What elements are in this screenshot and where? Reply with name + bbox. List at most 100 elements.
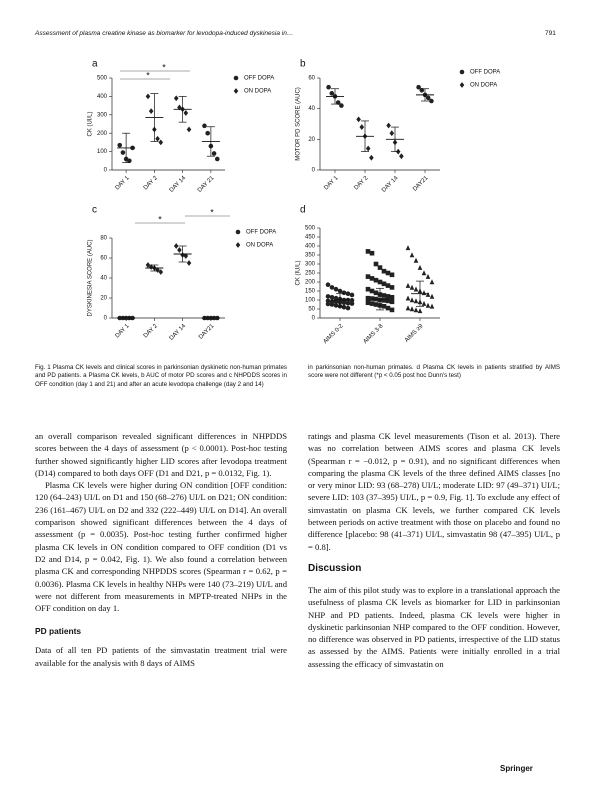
data-point bbox=[345, 291, 351, 297]
data-point bbox=[381, 268, 387, 274]
y-tick-label: 100 bbox=[305, 298, 316, 304]
data-point bbox=[337, 288, 343, 294]
data-point bbox=[389, 130, 395, 137]
caption: Fig. 1 Plasma CK levels and clinical sco… bbox=[35, 364, 287, 388]
x-tick-label: AIMS 3-8 bbox=[363, 323, 385, 345]
data-point bbox=[325, 282, 331, 288]
paragraph: Plasma CK levels were higher during ON c… bbox=[35, 480, 287, 614]
data-point bbox=[365, 249, 371, 254]
data-point bbox=[385, 270, 391, 276]
legend-marker bbox=[235, 242, 241, 248]
x-tick-label: DAY 1 bbox=[323, 175, 340, 192]
data-point bbox=[405, 245, 411, 251]
data-point bbox=[329, 295, 335, 300]
data-point bbox=[158, 269, 164, 275]
data-point bbox=[145, 262, 151, 268]
y-tick-label: 60 bbox=[308, 76, 315, 82]
y-tick-label: 20 bbox=[100, 296, 107, 302]
legend-marker bbox=[459, 82, 465, 88]
x-tick-label: DAY 2 bbox=[353, 175, 370, 192]
publisher: Springer bbox=[500, 764, 533, 773]
data-point bbox=[329, 285, 335, 290]
data-point bbox=[417, 308, 423, 314]
significance-mark: * bbox=[146, 70, 150, 80]
data-point bbox=[389, 285, 395, 290]
y-tick-label: 500 bbox=[305, 226, 316, 232]
legend-label: ON DOPA bbox=[246, 243, 273, 249]
y-tick-label: 60 bbox=[100, 256, 107, 262]
data-point bbox=[373, 277, 379, 283]
data-point bbox=[419, 87, 425, 93]
data-point bbox=[377, 265, 383, 270]
y-tick-label: 500 bbox=[97, 76, 108, 82]
paragraph: The aim of this pilot study was to explo… bbox=[308, 584, 560, 669]
y-axis-label: DYSKINESIA SCORE (AUC) bbox=[88, 239, 94, 316]
x-tick-label: DAY 14 bbox=[169, 323, 188, 342]
column: ratings and plasma CK level measurements… bbox=[308, 430, 560, 670]
data-point bbox=[173, 243, 179, 249]
data-point bbox=[177, 104, 182, 111]
y-tick-label: 300 bbox=[97, 112, 108, 118]
data-point bbox=[359, 124, 365, 130]
data-point bbox=[373, 302, 379, 307]
data-point bbox=[409, 252, 415, 258]
paragraph: an overall comparison revealed significa… bbox=[35, 431, 287, 478]
x-tick-label: DAY 14 bbox=[381, 175, 400, 194]
y-tick-label: 0 bbox=[104, 316, 108, 322]
data-point bbox=[333, 303, 339, 308]
data-point bbox=[365, 295, 371, 301]
data-point bbox=[158, 139, 164, 146]
data-point bbox=[381, 281, 387, 287]
caption: in parkinsonian non-human primates. d Pl… bbox=[308, 364, 560, 380]
data-point bbox=[365, 300, 371, 305]
data-point bbox=[145, 93, 151, 100]
data-point bbox=[421, 270, 427, 276]
data-point bbox=[429, 303, 435, 309]
legend-label: ON DOPA bbox=[470, 83, 497, 89]
x-tick-label: AIMS 0-2 bbox=[323, 323, 345, 345]
data-point bbox=[385, 283, 391, 288]
data-point bbox=[369, 301, 375, 306]
data-point bbox=[333, 299, 339, 305]
data-point bbox=[381, 304, 387, 309]
data-point bbox=[155, 267, 160, 273]
data-point bbox=[417, 264, 423, 270]
panel-label: c bbox=[92, 205, 97, 216]
y-tick-label: 40 bbox=[308, 106, 315, 112]
data-point bbox=[421, 290, 427, 296]
y-axis-label: CK (IU/L) bbox=[296, 260, 302, 285]
x-tick-label: DAY 2 bbox=[143, 175, 160, 192]
significance-mark: * bbox=[158, 214, 162, 224]
legend-marker bbox=[459, 69, 465, 75]
data-point bbox=[429, 293, 435, 299]
y-tick-label: 450 bbox=[305, 235, 316, 241]
data-point bbox=[120, 150, 126, 155]
data-point bbox=[425, 302, 431, 308]
data-point bbox=[425, 291, 431, 297]
x-tick-label: DAY 14 bbox=[169, 175, 188, 194]
data-point bbox=[155, 135, 160, 142]
data-point bbox=[214, 156, 220, 162]
y-tick-label: 350 bbox=[305, 253, 316, 259]
y-tick-label: 20 bbox=[308, 137, 315, 143]
x-tick-label: DAY 21 bbox=[197, 175, 216, 194]
data-point bbox=[429, 98, 434, 104]
data-point bbox=[329, 302, 335, 307]
x-tick-label: DAY21 bbox=[412, 175, 430, 193]
panel-label: d bbox=[300, 205, 306, 216]
data-point bbox=[211, 151, 217, 156]
data-point bbox=[183, 253, 189, 259]
legend-marker bbox=[235, 229, 241, 235]
data-point bbox=[183, 110, 189, 116]
data-point bbox=[329, 91, 335, 96]
y-tick-label: 0 bbox=[104, 168, 108, 174]
data-point bbox=[369, 296, 375, 301]
x-tick-label: DAY21 bbox=[198, 323, 216, 341]
data-point bbox=[385, 294, 391, 299]
data-point bbox=[205, 130, 210, 136]
y-tick-label: 150 bbox=[305, 289, 316, 295]
panel-label: b bbox=[300, 59, 306, 70]
data-point bbox=[341, 304, 347, 310]
data-point bbox=[186, 260, 192, 266]
